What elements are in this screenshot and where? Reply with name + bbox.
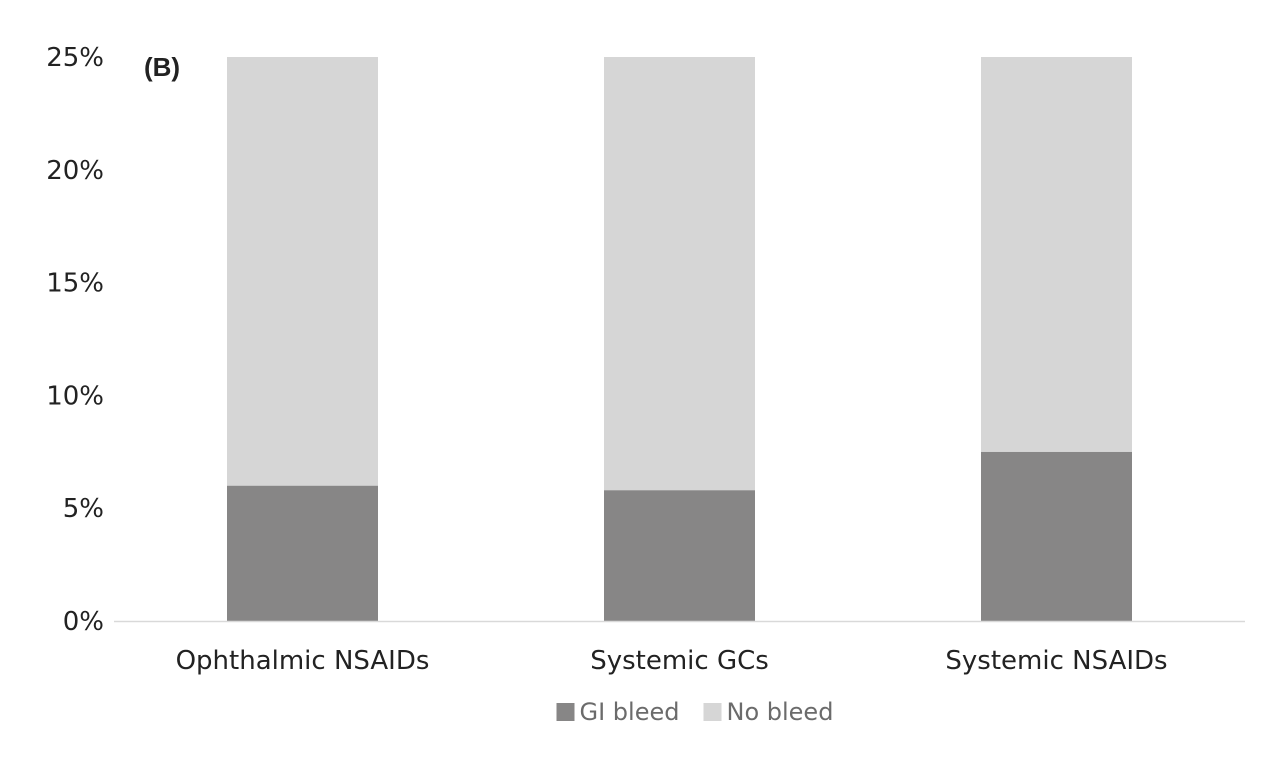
bar-systemic-nsaids-no-bleed bbox=[981, 57, 1132, 452]
y-axis-ticks: 0% 5% 10% 15% 20% 25% bbox=[46, 43, 104, 637]
y-tick-label: 25% bbox=[46, 43, 104, 73]
y-tick-label: 20% bbox=[46, 156, 104, 186]
bar-systemic-nsaids-gi-bleed bbox=[981, 451, 1132, 621]
bar-systemic-gcs-gi-bleed bbox=[604, 490, 755, 621]
bar-ophthalmic-nsaids-no-bleed bbox=[227, 57, 378, 486]
legend-label-no-bleed: No bleed bbox=[727, 698, 834, 726]
x-tick-label-ophthalmic-nsaids: Ophthalmic NSAIDs bbox=[176, 646, 430, 676]
panel-label: (B) bbox=[144, 52, 180, 82]
y-tick-label: 0% bbox=[63, 607, 104, 637]
y-tick-label: 5% bbox=[63, 494, 104, 524]
bar-ophthalmic-nsaids-gi-bleed bbox=[227, 485, 378, 621]
legend-swatch-gi-bleed bbox=[556, 703, 575, 721]
x-axis-labels: Ophthalmic NSAIDs Systemic GCs Systemic NS… bbox=[176, 646, 1168, 676]
y-tick-label: 15% bbox=[46, 269, 104, 299]
x-tick-label-systemic-nsaids: Systemic NSAIDs bbox=[945, 646, 1167, 676]
legend-swatch-no-bleed bbox=[703, 703, 722, 721]
y-tick-label: 10% bbox=[46, 381, 104, 411]
legend-label-gi-bleed: GI bleed bbox=[580, 698, 680, 726]
bars bbox=[227, 57, 1132, 621]
legend: GI bleed No bleed bbox=[556, 698, 834, 726]
bar-systemic-gcs-no-bleed bbox=[604, 57, 755, 491]
x-tick-label-systemic-gcs: Systemic GCs bbox=[590, 646, 769, 676]
